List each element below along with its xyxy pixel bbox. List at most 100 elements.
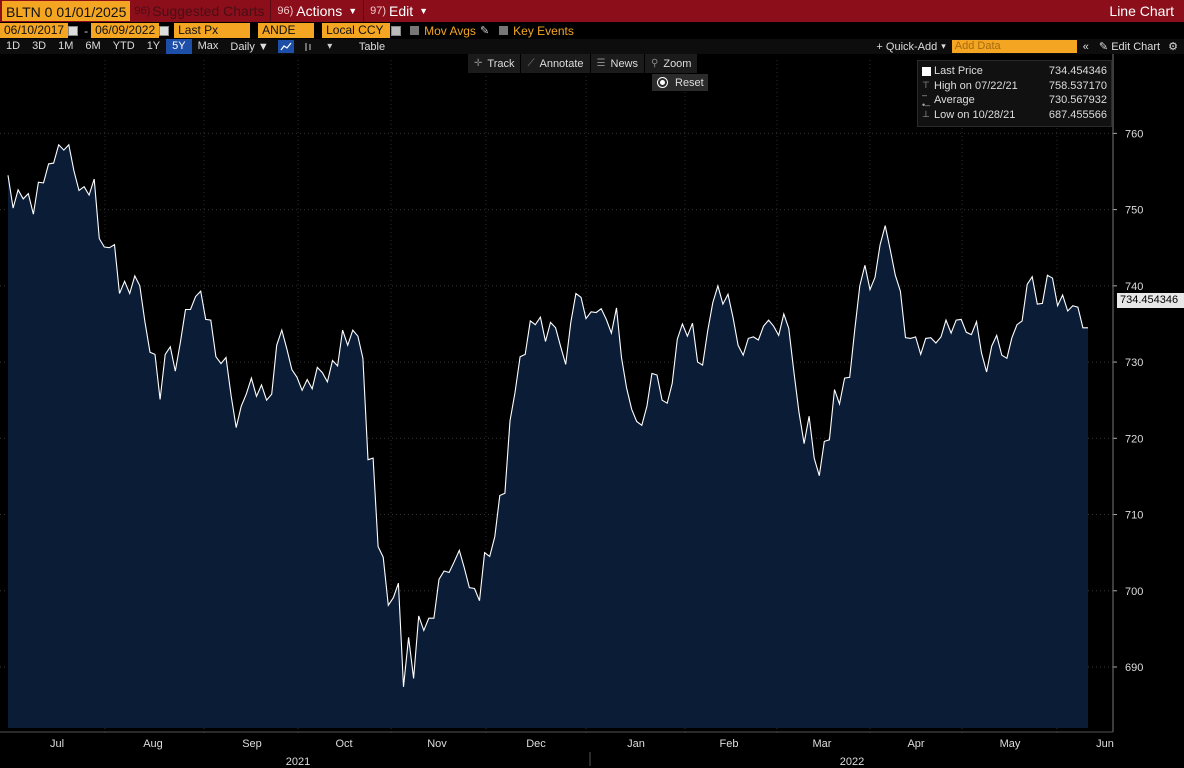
data-point: [753, 336, 754, 337]
actions-menu[interactable]: 96) Actions ▼: [270, 0, 363, 22]
data-point: [388, 605, 389, 606]
data-point: [119, 293, 120, 294]
period-5y[interactable]: 5Y: [166, 39, 192, 54]
ticker-field[interactable]: BLTN 0 01/01/2025: [2, 1, 131, 21]
data-point: [474, 588, 475, 589]
data-point: [83, 186, 84, 187]
dropdown-icon[interactable]: [391, 25, 402, 36]
data-point: [271, 393, 272, 394]
data-point: [449, 572, 450, 573]
data-point: [540, 316, 541, 317]
key-events-checkbox[interactable]: [499, 26, 509, 35]
track-button[interactable]: ✛ Track: [468, 54, 522, 73]
line-chart-icon[interactable]: [277, 40, 294, 53]
data-point: [23, 198, 24, 199]
actions-label: Actions: [296, 3, 343, 19]
y-tick-label: 750: [1125, 205, 1143, 217]
frequency-selector[interactable]: Daily ▼: [230, 40, 269, 53]
data-point: [459, 550, 460, 551]
data-point: [966, 332, 967, 333]
data-point: [357, 336, 358, 337]
quick-add-button[interactable]: + Quick-Add: [876, 40, 938, 53]
reset-button[interactable]: Reset: [652, 74, 708, 91]
data-point: [251, 377, 252, 378]
zoom-button[interactable]: ⚲ Zoom: [645, 54, 699, 73]
data-point: [48, 163, 49, 164]
data-point: [626, 387, 627, 388]
data-point: [1072, 305, 1073, 306]
data-point: [362, 358, 363, 359]
period-1y[interactable]: 1Y: [146, 40, 161, 52]
table-button[interactable]: Table: [358, 40, 386, 53]
data-point: [702, 365, 703, 366]
data-point: [210, 320, 211, 321]
field-selector[interactable]: Last Px: [174, 23, 251, 38]
calendar-icon[interactable]: [159, 25, 170, 36]
data-point: [631, 409, 632, 410]
data-point: [469, 587, 470, 588]
data-point: [616, 307, 617, 308]
chevron-down-icon[interactable]: ▾: [327, 41, 333, 52]
y-tick-label: 740: [1125, 281, 1143, 293]
news-button[interactable]: ☰ News: [591, 54, 646, 73]
start-date-field[interactable]: 06/10/2017: [0, 23, 69, 38]
add-data-input[interactable]: Add Data: [951, 40, 1077, 53]
edit-menu[interactable]: 97) Edit ▼: [363, 0, 434, 22]
actions-number: 96): [277, 5, 294, 17]
data-point: [748, 338, 749, 339]
data-point: [727, 294, 728, 295]
data-point: [986, 371, 987, 372]
x-tick-label: Mar: [813, 738, 832, 750]
data-point: [312, 388, 313, 389]
data-point: [378, 546, 379, 547]
data-point: [773, 326, 774, 327]
data-point: [99, 238, 100, 239]
suggested-charts-label: Suggested Charts: [152, 3, 265, 19]
edit-chart-button[interactable]: ✎ Edit Chart: [1098, 41, 1161, 53]
period-1d[interactable]: 1D: [6, 40, 21, 52]
data-point: [961, 319, 962, 320]
x-tick-label: May: [1000, 738, 1021, 750]
data-point: [1052, 278, 1053, 279]
legend-last-value: 734.454346: [1048, 65, 1107, 78]
period-max[interactable]: Max: [197, 40, 219, 52]
data-point: [580, 297, 581, 298]
data-point: [454, 561, 455, 562]
legend-high-row: ⊤ High on 07/22/21 758.537170: [922, 79, 1107, 94]
calendar-icon[interactable]: [68, 25, 79, 36]
data-point: [372, 458, 373, 459]
data-point: [423, 630, 424, 631]
bar-chart-icon[interactable]: [300, 40, 316, 53]
frequency-label: Daily: [230, 40, 255, 53]
magnifier-icon: ⚲: [651, 58, 659, 69]
data-point: [43, 182, 44, 183]
period-1m[interactable]: 1M: [58, 40, 74, 52]
end-date-field[interactable]: 06/09/2022: [91, 23, 160, 38]
suggested-charts-button[interactable]: 96) Suggested Charts: [134, 3, 264, 19]
data-point: [981, 352, 982, 353]
pencil-icon[interactable]: ✎: [479, 25, 490, 37]
mov-avgs-checkbox[interactable]: [410, 26, 420, 35]
data-point: [63, 150, 64, 151]
collapse-icon[interactable]: «: [1082, 40, 1089, 53]
last-price-tag: 734.454346: [1117, 293, 1184, 308]
data-point: [53, 162, 54, 163]
period-6m[interactable]: 6M: [85, 40, 101, 52]
period-ytd[interactable]: YTD: [112, 40, 135, 52]
data-point: [484, 552, 485, 553]
data-point: [1077, 307, 1078, 308]
annotate-button[interactable]: ⟋ Annotate: [521, 54, 591, 73]
currency-selector[interactable]: Local CCY: [322, 23, 391, 38]
source-field[interactable]: ANDE: [258, 23, 315, 38]
data-point: [545, 341, 546, 342]
price-chart[interactable]: 690 700 710 720 730 740 750 760 Jul Aug Sep Oct Nov D…: [0, 54, 1184, 768]
edit-label: Edit: [389, 3, 414, 19]
data-point: [144, 321, 145, 322]
period-3d[interactable]: 3D: [32, 40, 47, 52]
data-point: [494, 536, 495, 537]
chevron-down-icon[interactable]: ▾: [941, 41, 946, 51]
x-tick-label: Jun: [1096, 738, 1114, 750]
data-point: [342, 329, 343, 330]
gear-icon[interactable]: ⚙: [1168, 41, 1178, 53]
data-point: [829, 439, 830, 440]
